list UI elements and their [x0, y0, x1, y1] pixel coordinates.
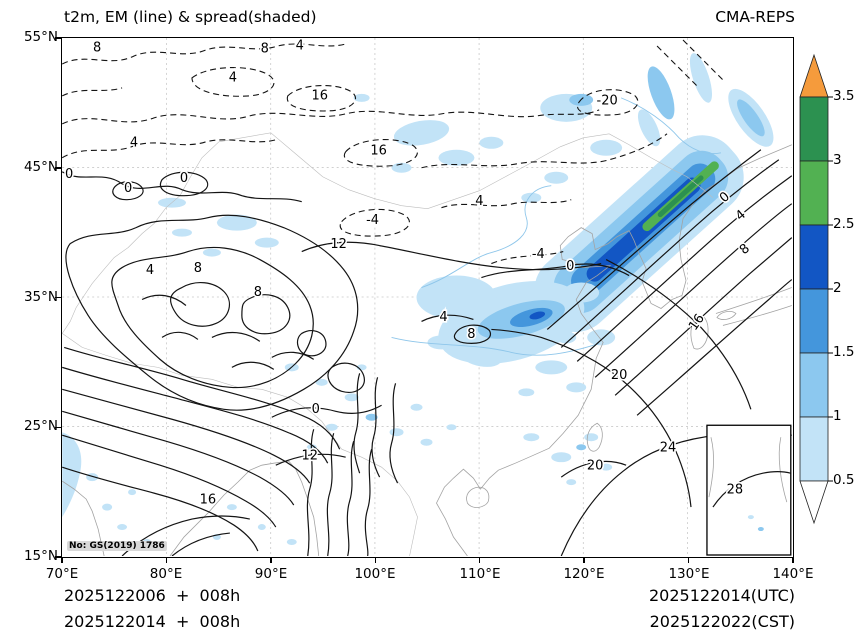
- contour-label: 28: [727, 483, 744, 498]
- temperature-contours-dashed: [62, 39, 726, 265]
- axis-tick: [583, 558, 585, 563]
- footer-valid-utc: 2025122014(UTC): [649, 586, 795, 605]
- contour-label: 20: [587, 459, 604, 474]
- lon-label-100e: 100°E: [354, 566, 396, 582]
- contour-label: 4: [229, 70, 237, 85]
- contour-label: 16: [370, 143, 387, 158]
- lon-label-120e: 120°E: [563, 566, 605, 582]
- lon-label-140e: 140°E: [772, 566, 814, 582]
- map-license-note: No: GS(2019) 1786: [67, 541, 167, 551]
- lon-label-80e: 80°E: [149, 566, 183, 582]
- colorbar-segment: [799, 416, 829, 482]
- contour-label: 0: [180, 171, 188, 186]
- lat-label-35n: 35°N: [23, 289, 58, 305]
- colorbar-tick: 3.5: [833, 88, 855, 104]
- contour-label: 0: [65, 167, 73, 182]
- contour-label: 24: [660, 441, 677, 456]
- colorbar-segment: [799, 96, 829, 162]
- lat-label-55n: 55°N: [23, 29, 58, 45]
- colorbar-segment: [799, 288, 829, 354]
- contour-label: 0: [312, 402, 320, 417]
- contour-label: 8: [254, 285, 262, 300]
- contour-label: 8: [261, 41, 269, 56]
- inset-box: [706, 424, 792, 556]
- contour-label: 4: [146, 263, 154, 278]
- colorbar: [799, 53, 833, 525]
- lon-label-90e: 90°E: [254, 566, 288, 582]
- colorbar-arrow-bottom: [799, 480, 829, 525]
- page-title: t2m, EM (line) & spread(shaded): [64, 8, 317, 26]
- axis-tick: [478, 558, 481, 563]
- contour-label: 8: [93, 40, 101, 55]
- contour-label: -20: [597, 93, 618, 108]
- colorbar-arrow-top: [799, 53, 829, 98]
- axis-tick: [270, 558, 272, 563]
- colorbar-tick: 3: [833, 152, 842, 168]
- axis-tick: [61, 558, 63, 563]
- lon-label-110e: 110°E: [459, 566, 501, 582]
- footer-init-cst: 2025122014 + 008h: [64, 612, 241, 631]
- contour-label: 20: [611, 368, 628, 383]
- axis-tick: [165, 558, 168, 563]
- contour-label: 4: [439, 310, 447, 325]
- colorbar-tick: 0.5: [833, 472, 855, 488]
- footer-init-utc: 2025122006 + 008h: [64, 586, 241, 605]
- spread-shading: [62, 53, 774, 546]
- temperature-contours-solid: [62, 149, 792, 556]
- axis-tick: [374, 558, 377, 563]
- axis-tick: [55, 296, 61, 299]
- contour-label: 8: [467, 327, 475, 342]
- axis-tick: [55, 37, 61, 39]
- axis-tick: [55, 556, 61, 558]
- gridlines: [62, 38, 792, 556]
- contour-label: -4: [532, 247, 545, 262]
- contour-label: 4: [296, 38, 304, 53]
- lat-label-15n: 15°N: [23, 548, 58, 564]
- contour-label: 8: [194, 261, 202, 276]
- colorbar-tick: 2.5: [833, 216, 855, 232]
- colorbar-tick: 1.5: [833, 344, 855, 360]
- contour-label: 16: [200, 493, 217, 508]
- rivers: [391, 97, 722, 356]
- contour-label: 0: [566, 259, 574, 274]
- colorbar-segment: [799, 352, 829, 418]
- contour-label: 8: [737, 241, 753, 258]
- colorbar-tick: 1: [833, 408, 842, 424]
- contour-label: 12: [301, 449, 318, 464]
- lon-label-130e: 130°E: [668, 566, 710, 582]
- axis-tick: [687, 558, 690, 563]
- colorbar-segment: [799, 160, 829, 226]
- contour-label: -4: [366, 213, 379, 228]
- contour-label: 4: [130, 135, 138, 150]
- lat-label-45n: 45°N: [23, 159, 58, 175]
- map-frame: 8 8 4 4 16 -20 4 16 0 0 0 4 -4 12 -4 0 0 4 8 4 8 8 4 8 16 20 0 12 20…: [61, 37, 794, 558]
- axis-tick: [55, 167, 61, 169]
- colorbar-tick: 2: [833, 280, 842, 296]
- contour-label: 0: [124, 181, 132, 196]
- model-name: CMA-REPS: [715, 8, 795, 26]
- contour-label: 16: [311, 88, 328, 103]
- contour-label: 12: [330, 237, 347, 252]
- colorbar-segment: [799, 224, 829, 290]
- contour-label: 4: [475, 194, 483, 209]
- lon-label-70e: 70°E: [45, 566, 79, 582]
- axis-tick: [55, 426, 61, 429]
- lat-label-25n: 25°N: [23, 418, 58, 434]
- axis-tick: [792, 558, 794, 563]
- footer-valid-cst: 2025122022(CST): [649, 612, 795, 631]
